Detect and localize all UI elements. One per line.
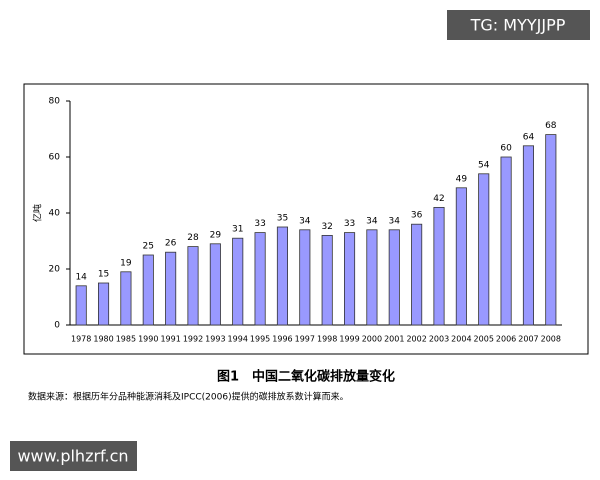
value-label: 34 [389,216,401,226]
value-label: 35 [277,214,288,224]
bar [478,173,490,326]
bar [254,232,266,326]
x-tick-label: 1980 [93,335,113,344]
x-tick-label: 2000 [362,335,382,344]
bar [299,229,311,326]
source-note: 数据来源：根据历年分品种能源消耗及IPCC(2006)提供的碳排放系数计算而来。 [28,391,349,403]
x-tick-label: 1999 [339,335,359,344]
y-tick-label: 20 [49,265,61,275]
x-tick-label: 2004 [451,335,471,344]
value-label: 25 [143,242,154,252]
value-label: 42 [433,194,444,204]
watermark: www.plhzrf.cn [17,447,128,466]
x-tick-label: 1992 [183,335,203,344]
value-label: 15 [98,270,109,280]
y-tick-label: 40 [49,209,61,219]
value-label: 14 [75,272,87,282]
bar [142,254,154,326]
value-label: 64 [523,132,535,142]
x-tick-label: 1997 [295,335,315,344]
value-label: 31 [232,225,243,235]
x-tick-label: 2005 [474,335,494,344]
value-label: 28 [187,233,199,243]
value-label: 54 [478,160,490,170]
value-label: 34 [366,216,378,226]
x-tick-label: 1978 [71,335,91,344]
y-tick-label: 80 [49,97,61,107]
bar [433,206,445,326]
value-label: 34 [299,216,311,226]
x-tick-label: 1998 [317,335,337,344]
x-tick-label: 2007 [518,335,538,344]
value-label: 33 [254,219,265,229]
bar [75,285,87,326]
bar [321,234,333,326]
x-tick-label: 2003 [429,335,449,344]
bar [165,251,177,326]
x-tick-label: 1995 [250,335,270,344]
y-tick-label: 60 [49,153,61,163]
x-tick-label: 2002 [406,335,426,344]
value-label: 32 [321,222,332,232]
y-axis-label: 亿吨 [32,204,44,222]
bar [545,134,557,326]
watermark-box [10,441,137,471]
x-tick-label: 1990 [138,335,158,344]
x-tick-label: 2006 [496,335,516,344]
value-label: 36 [411,211,423,221]
bar [455,187,467,326]
x-tick-label: 2001 [384,335,404,344]
value-label: 33 [344,219,355,229]
bar [388,229,400,326]
bar [344,232,356,326]
bar [411,223,423,326]
x-tick-label: 2008 [541,335,561,344]
value-label: 68 [545,121,557,131]
bar [232,237,244,326]
y-tick-label: 0 [54,321,60,331]
value-label: 60 [500,144,512,154]
bar [187,246,199,326]
bar [500,156,512,326]
value-label: 19 [120,258,132,268]
value-label: 49 [456,174,468,184]
value-label: 29 [210,230,222,240]
chart-title: 图1 中国二氧化碳排放量变化 [217,369,395,385]
bar [98,282,110,326]
bar [276,226,288,326]
chart-frame [23,83,589,355]
x-tick-label: 1985 [116,335,136,344]
x-tick-label: 1994 [228,335,248,344]
x-tick-label: 1993 [205,335,225,344]
bar [120,271,132,326]
bar [209,243,221,326]
x-tick-label: 1996 [272,335,292,344]
watermark: TG: MYYJJPP [470,16,566,35]
value-label: 26 [165,239,177,249]
x-tick-label: 1991 [160,335,180,344]
bar [366,229,378,326]
bar [522,145,534,326]
watermark-box [447,10,590,40]
